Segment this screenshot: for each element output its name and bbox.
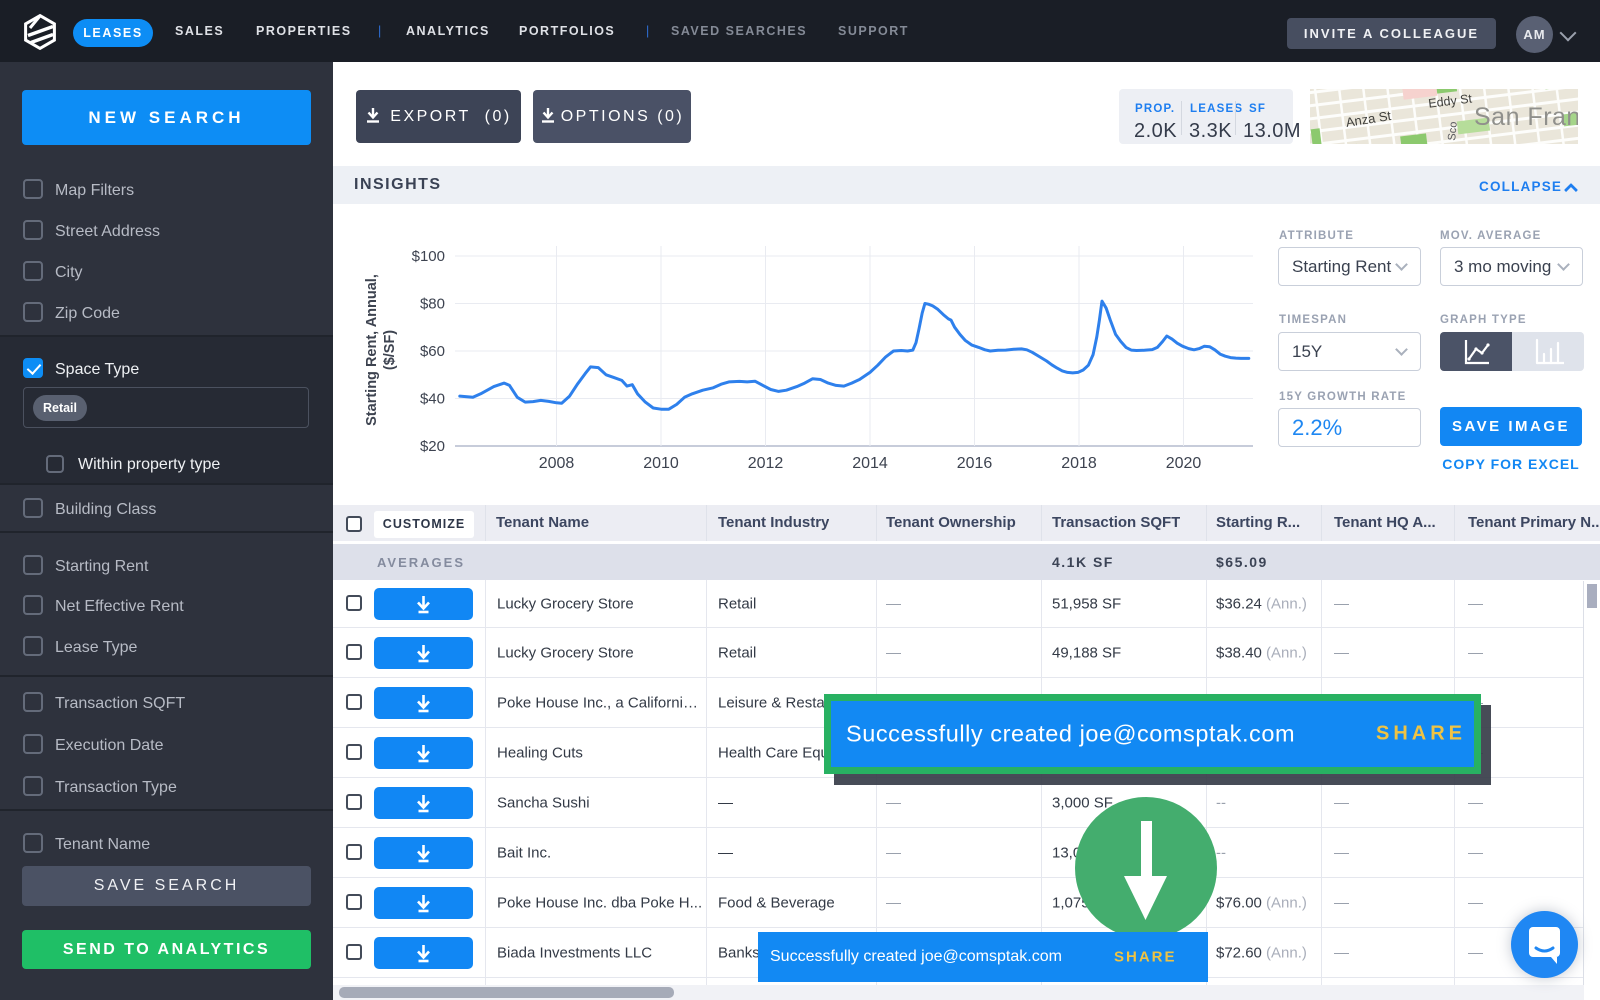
svg-text:2008: 2008 (539, 455, 575, 472)
svg-text:$80: $80 (420, 296, 445, 313)
svg-text:2010: 2010 (643, 455, 679, 472)
svg-text:$20: $20 (420, 438, 445, 455)
svg-text:2020: 2020 (1166, 455, 1202, 472)
svg-text:2014: 2014 (852, 455, 888, 472)
svg-text:2016: 2016 (957, 455, 993, 472)
svg-text:Eddy St: Eddy St (1428, 91, 1474, 110)
svg-text:2012: 2012 (748, 455, 784, 472)
svg-text:$60: $60 (420, 343, 445, 360)
svg-text:Anza St: Anza St (1345, 108, 1393, 130)
svg-text:San Fran: San Fran (1474, 103, 1578, 131)
svg-text:($/SF): ($/SF) (382, 330, 398, 370)
svg-text:Sco: Sco (1446, 121, 1460, 141)
svg-text:2018: 2018 (1061, 455, 1097, 472)
svg-text:$100: $100 (412, 248, 445, 265)
svg-text:Starting Rent, Annual,: Starting Rent, Annual, (364, 274, 380, 426)
svg-text:$40: $40 (420, 391, 445, 408)
